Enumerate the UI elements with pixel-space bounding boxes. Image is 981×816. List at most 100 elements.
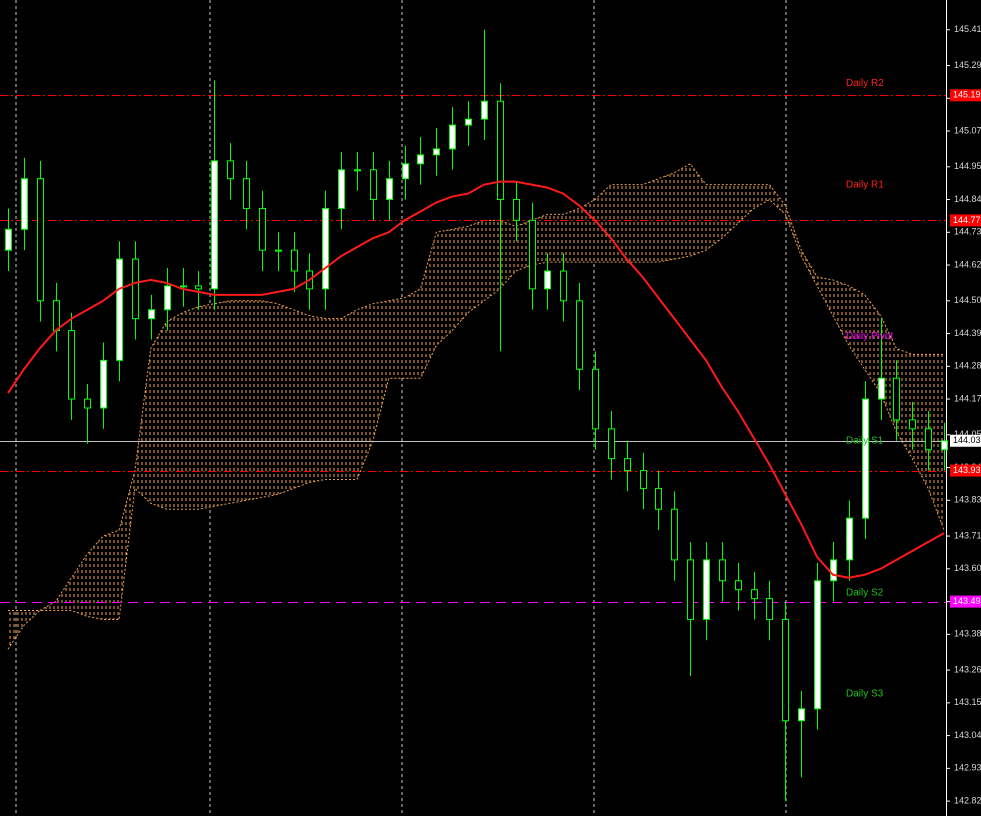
y-tick-label: 144.05 xyxy=(954,429,981,439)
y-tick-label: 144.62 xyxy=(954,259,981,269)
candle-body xyxy=(211,160,218,290)
price-tag xyxy=(950,464,981,477)
candle-body xyxy=(671,508,678,561)
y-tick-label: 144.28 xyxy=(954,361,981,371)
candle-body xyxy=(291,249,298,272)
y-tick-label: 145.07 xyxy=(954,125,981,135)
candle-body xyxy=(164,285,171,311)
candle-body xyxy=(402,163,409,180)
candle-body xyxy=(893,377,900,421)
candle-body xyxy=(576,300,583,370)
candle-body xyxy=(608,428,615,460)
y-tick-label: 144.73 xyxy=(954,227,981,237)
candle-body xyxy=(180,285,187,288)
candle-body xyxy=(195,285,202,290)
y-tick-label: 142.82 xyxy=(954,795,981,805)
candle-body xyxy=(481,100,488,120)
candle-body xyxy=(497,100,504,201)
y-tick-label: 143.38 xyxy=(954,629,981,639)
pivot-label: Daily S3 xyxy=(846,689,884,700)
candle-body xyxy=(100,359,107,409)
candle-body xyxy=(941,440,948,451)
y-tick-label: 144.50 xyxy=(954,295,981,305)
candle-body xyxy=(84,398,91,409)
candle-body xyxy=(227,160,234,180)
candle-body xyxy=(782,618,789,722)
candle-body xyxy=(878,377,885,400)
price-tag xyxy=(950,434,981,447)
candle-body xyxy=(417,154,424,165)
candle-body xyxy=(544,270,551,290)
candle-body xyxy=(433,148,440,156)
candle-body xyxy=(148,309,155,320)
y-tick-label: 143.15 xyxy=(954,697,981,707)
candle-body xyxy=(37,178,44,302)
price-tag xyxy=(950,214,981,227)
candle-body xyxy=(719,559,726,582)
candle-body xyxy=(703,559,710,620)
candle-body xyxy=(830,559,837,582)
candle-body xyxy=(862,398,869,519)
candle-body xyxy=(243,178,250,209)
candle-body xyxy=(798,708,805,722)
y-tick-label: 144.95 xyxy=(954,161,981,171)
candle-body xyxy=(687,559,694,620)
candle-body xyxy=(449,124,456,150)
pivot-label: Daily S2 xyxy=(846,587,884,598)
y-tick-label: 145.29 xyxy=(954,60,981,70)
y-tick-label: 144.17 xyxy=(954,393,981,403)
candle-body xyxy=(132,258,139,320)
cloud-span xyxy=(8,163,944,612)
candle-body xyxy=(68,330,75,400)
candle-body xyxy=(259,207,266,251)
candle-body xyxy=(275,249,282,252)
candle-body xyxy=(909,419,916,430)
candle-body xyxy=(529,219,536,290)
y-tick-label: 144.39 xyxy=(954,328,981,338)
candle-body xyxy=(465,118,472,126)
moving-average xyxy=(7,180,945,579)
y-tick-label: 143.60 xyxy=(954,563,981,573)
candle-body xyxy=(370,169,377,201)
cloud xyxy=(8,163,944,650)
candle-body xyxy=(5,228,12,251)
candle-body xyxy=(640,470,647,489)
candle-body xyxy=(925,428,932,451)
candle-body xyxy=(53,300,60,332)
candle-body xyxy=(814,580,821,710)
price-tag xyxy=(950,89,981,102)
price-tag-label: 144.77 xyxy=(953,215,981,225)
candle-body xyxy=(751,589,758,600)
candle-body xyxy=(338,169,345,209)
y-tick-label: 143.04 xyxy=(954,730,981,740)
candle-body xyxy=(846,517,853,561)
pivot-label: Daily S1 xyxy=(846,435,884,446)
pivot-label: Daily R2 xyxy=(846,78,884,89)
y-tick-label: 144.84 xyxy=(954,194,981,204)
price-tag-label: 145.19 xyxy=(953,90,981,100)
candle-body xyxy=(322,207,329,290)
candle-body xyxy=(766,598,773,620)
y-tick-label: 145.41 xyxy=(954,24,981,34)
price-tag-label: 143.93 xyxy=(953,465,981,475)
y-tick-label: 143.71 xyxy=(954,530,981,540)
candle-body xyxy=(592,368,599,430)
candle-body xyxy=(513,199,520,221)
y-tick-label: 143.26 xyxy=(954,664,981,674)
candle-body xyxy=(655,487,662,510)
candle-body xyxy=(116,258,123,361)
y-tick-label: 143.83 xyxy=(954,495,981,505)
price-tag-label: 143.49 xyxy=(953,596,981,606)
pivot-label: Daily Pivot xyxy=(846,331,893,342)
pivot-label: Daily R1 xyxy=(846,179,884,190)
candle-body xyxy=(21,178,28,230)
candle-body xyxy=(386,178,393,201)
candle-body xyxy=(560,270,567,302)
candle-body xyxy=(735,580,742,591)
y-tick-label: 142.93 xyxy=(954,763,981,773)
price-tag xyxy=(950,595,981,608)
candle-body xyxy=(624,458,631,472)
price-tag-label: 144.03 xyxy=(953,435,981,445)
candle-body xyxy=(354,169,361,172)
